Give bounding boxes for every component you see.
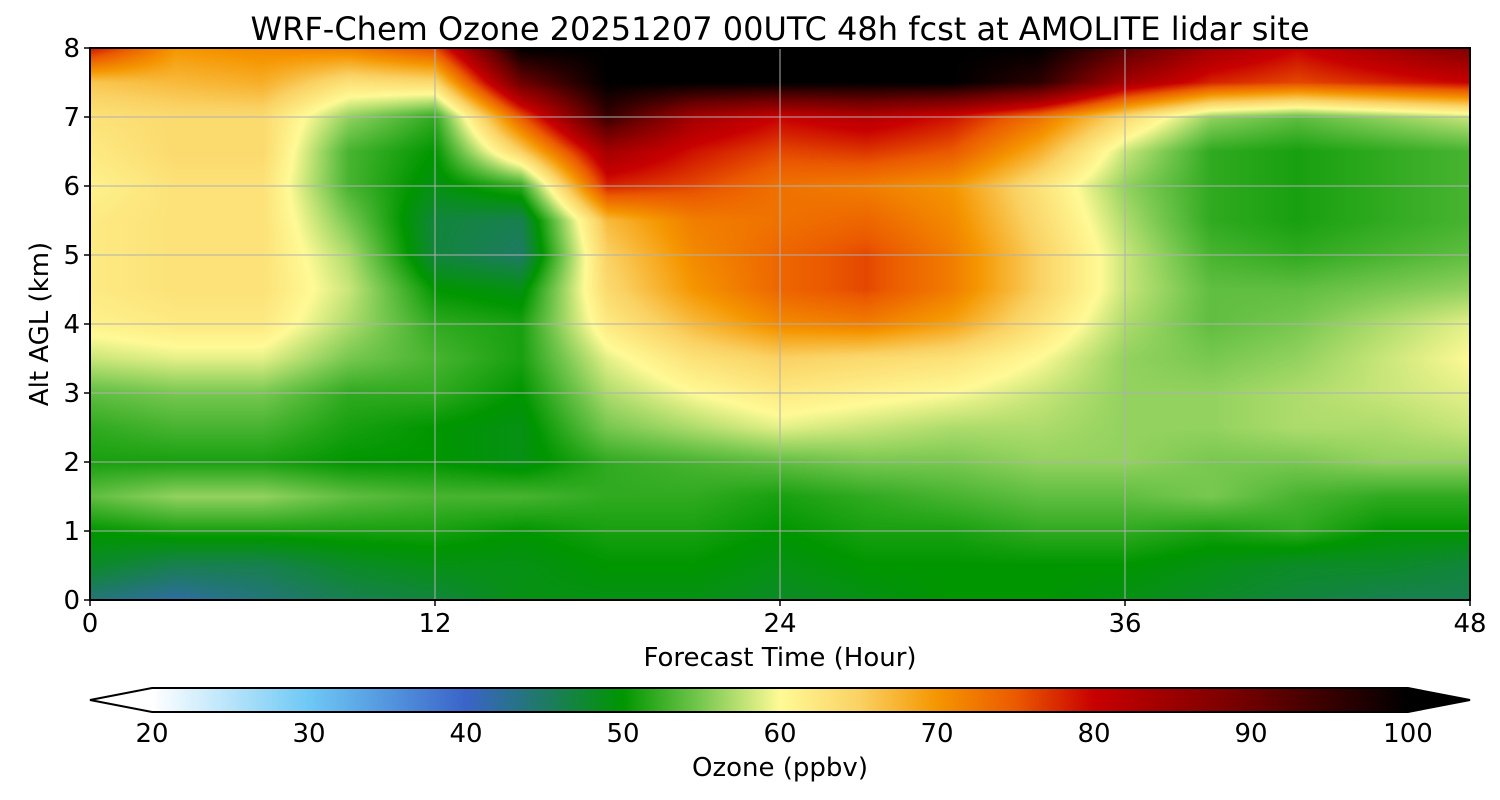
colorbar-tick-label: 20 — [135, 719, 168, 749]
colorbar-tick-label: 30 — [292, 719, 325, 749]
y-tick-label: 7 — [63, 103, 80, 133]
colorbar-label: Ozone (ppbv) — [692, 753, 868, 783]
y-tick-label: 1 — [63, 517, 80, 547]
colorbar-tick-label: 60 — [763, 719, 796, 749]
y-tick-label: 8 — [63, 34, 80, 64]
y-tick-label: 6 — [63, 172, 80, 202]
colorbar-tick-label: 90 — [1234, 719, 1267, 749]
colorbar-scale — [152, 688, 1408, 712]
x-tick-label: 0 — [82, 609, 99, 639]
x-axis-ticks: 0 12 24 36 48 — [82, 600, 1487, 639]
y-tick-label: 5 — [63, 241, 80, 271]
chart-title: WRF-Chem Ozone 20251207 00UTC 48h fcst a… — [250, 10, 1309, 48]
colorbar-low-extension — [90, 688, 152, 712]
colorbar-tick-label: 100 — [1383, 719, 1433, 749]
colorbar: 20 30 40 50 60 70 80 90 100 Ozone (ppbv) — [89, 687, 1471, 783]
colorbar-tick-label: 40 — [449, 719, 482, 749]
y-tick-label: 0 — [63, 586, 80, 616]
colorbar-tick-label: 50 — [606, 719, 639, 749]
plot-area — [89, 47, 1471, 601]
colorbar-tick-label: 70 — [920, 719, 953, 749]
x-tick-label: 36 — [1108, 609, 1141, 639]
colorbar-outline — [89, 687, 1471, 713]
x-tick-label: 24 — [763, 609, 796, 639]
x-axis-label: Forecast Time (Hour) — [643, 643, 916, 673]
x-tick-label: 48 — [1453, 609, 1486, 639]
y-tick-label: 4 — [63, 310, 80, 340]
grid-lines — [90, 48, 1470, 600]
x-tick-label: 12 — [418, 609, 451, 639]
y-axis-label: Alt AGL (km) — [25, 242, 55, 406]
colorbar-high-extension — [1408, 688, 1470, 712]
y-tick-label: 3 — [63, 379, 80, 409]
colorbar-ticks: 20 30 40 50 60 70 80 90 100 — [135, 719, 1432, 749]
y-tick-label: 2 — [63, 448, 80, 478]
y-axis-ticks: 0 1 2 3 4 5 6 7 8 — [63, 34, 90, 616]
colorbar-tick-label: 80 — [1077, 719, 1110, 749]
